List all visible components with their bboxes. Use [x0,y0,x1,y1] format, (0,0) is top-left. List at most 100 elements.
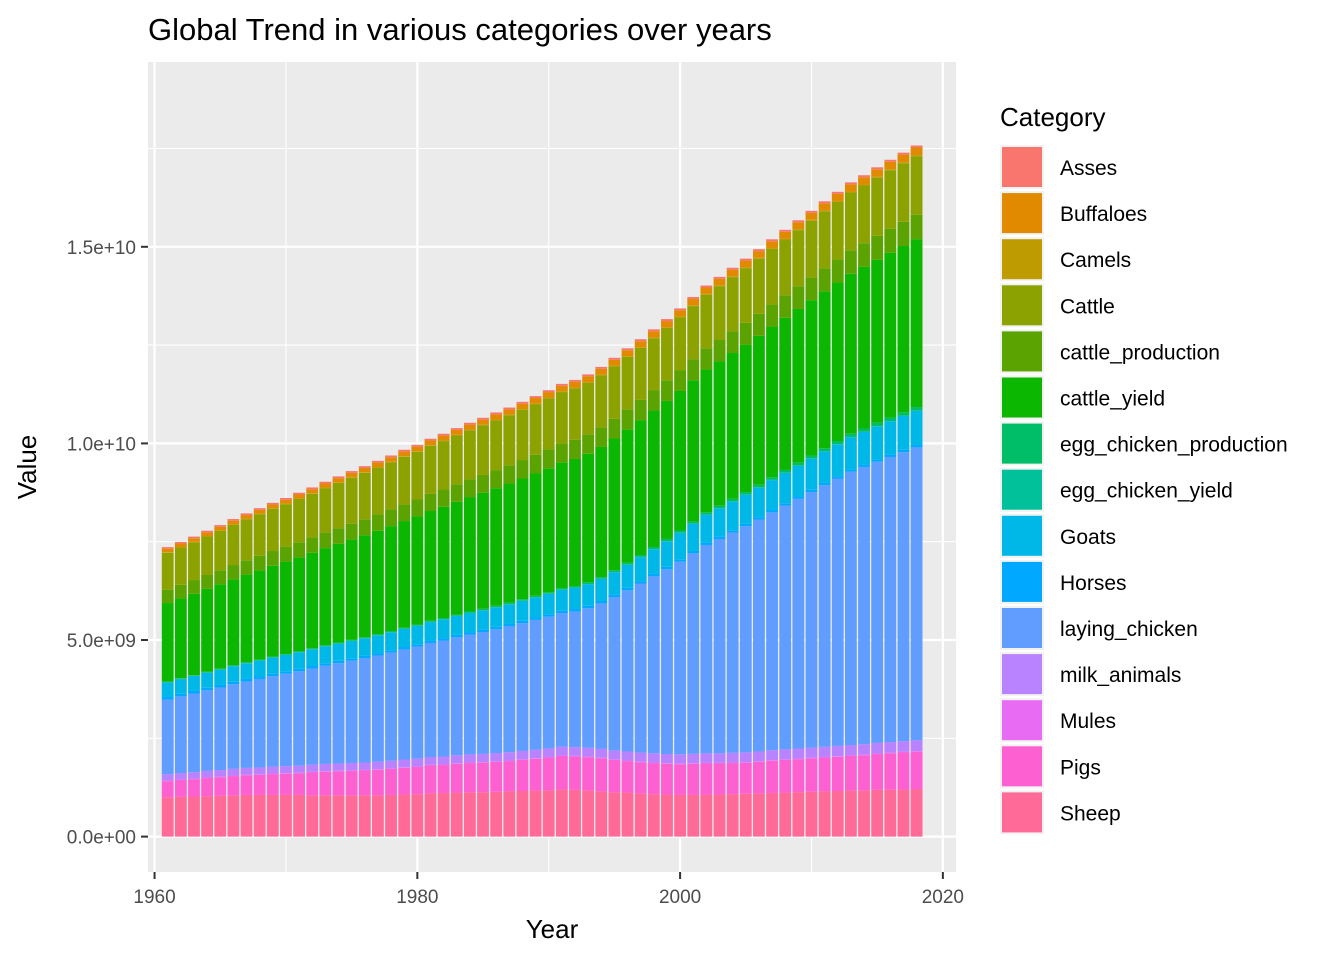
bar-segment [713,763,726,795]
bar-segment [240,574,253,663]
bar-segment [503,626,516,753]
bar-segment [621,356,634,357]
bar-segment [884,170,897,229]
bar-segment [463,613,476,633]
bar-segment [411,451,424,500]
bar-segment [227,684,240,769]
bar-segment [332,643,345,661]
x-axis: 1960 1980 2000 2020 [133,872,964,908]
bar-segment [555,613,568,747]
bar-segment [174,779,187,797]
bar-segment [201,777,214,779]
bar-segment [805,220,818,278]
bar-segment [779,239,792,296]
bar-segment [647,329,660,332]
bar-segment [490,753,503,762]
bar-segment [726,763,739,795]
bar-segment [463,430,476,480]
bar-segment [424,642,437,757]
bar-segment [411,516,424,625]
bar-segment [385,462,397,510]
bar-segment [227,666,240,682]
bar-segment [621,348,634,351]
bar-segment [490,761,503,792]
bar-segment [766,248,778,249]
bar-segment [345,641,358,659]
bar-stack-1979 [398,449,411,837]
bar-segment [831,478,844,746]
bar-segment [398,628,411,648]
bar-segment [201,687,214,691]
legend-swatch [1002,700,1042,741]
bar-segment [477,608,489,611]
bar-segment [582,756,595,758]
bar-segment [700,369,713,513]
bar-segment [858,266,870,429]
bar-segment [687,298,700,306]
bar-segment [792,308,805,463]
bar-segment [647,763,660,795]
bar-segment [398,767,411,768]
bar-segment [503,623,516,627]
bar-segment [647,390,660,411]
bar-segment [858,466,870,745]
bar-segment [647,337,660,339]
legend-label: Horses [1060,572,1127,595]
bar-segment [201,778,214,797]
bar-segment [871,459,884,462]
bar-segment [542,756,555,758]
bar-segment [332,543,345,643]
bar-stack-1961 [161,547,174,837]
bar-segment [910,145,923,148]
bar-segment [766,248,778,305]
bar-segment [792,748,805,759]
bar-segment [161,552,174,590]
bar-segment [739,268,752,323]
bar-segment [503,761,516,792]
bar-segment [687,359,700,381]
bar-segment [174,693,187,697]
bar-segment [188,779,200,797]
bar-segment [529,595,542,598]
legend-label: Mules [1060,710,1116,733]
bar-segment [319,771,332,772]
bar-segment [398,794,411,837]
bar-segment [726,353,739,499]
bar-segment [490,414,503,420]
bar-segment [884,252,897,418]
y-axis: 0.0e+00 5.0e+09 1.0e+10 1.5e+10 [67,238,148,849]
bar-segment [726,530,739,533]
bar-segment [647,338,660,391]
bar-segment [634,761,647,763]
bar-segment [753,793,765,837]
bar-segment [398,504,411,522]
bar-segment [595,603,608,749]
legend-item: Sheep [1000,790,1121,835]
bar-segment [529,404,542,455]
bar-segment [674,317,687,371]
bar-stack-1962 [174,541,187,837]
bar-segment [818,756,831,758]
bar-segment [555,588,568,590]
bar-segment [463,429,476,431]
bar-segment [674,316,687,318]
legend-swatch [1002,792,1042,833]
bar-stack-2002 [700,285,713,837]
bar-segment [437,440,450,442]
bar-segment [385,457,397,462]
bar-segment [490,470,503,489]
bar-segment [871,176,884,178]
bar-segment [555,789,568,837]
legend-label: egg_chicken_yield [1060,480,1233,503]
bar-segment [766,477,778,480]
bar-segment [844,756,857,791]
bar-segment [569,387,581,389]
bar-segment [884,752,897,754]
stacked-bars [161,145,923,837]
bar-segment [161,797,174,837]
bar-segment [253,555,266,571]
bar-segment [858,184,870,186]
bar-segment [398,521,411,628]
bar-segment [516,599,529,601]
bar-segment [569,439,581,459]
